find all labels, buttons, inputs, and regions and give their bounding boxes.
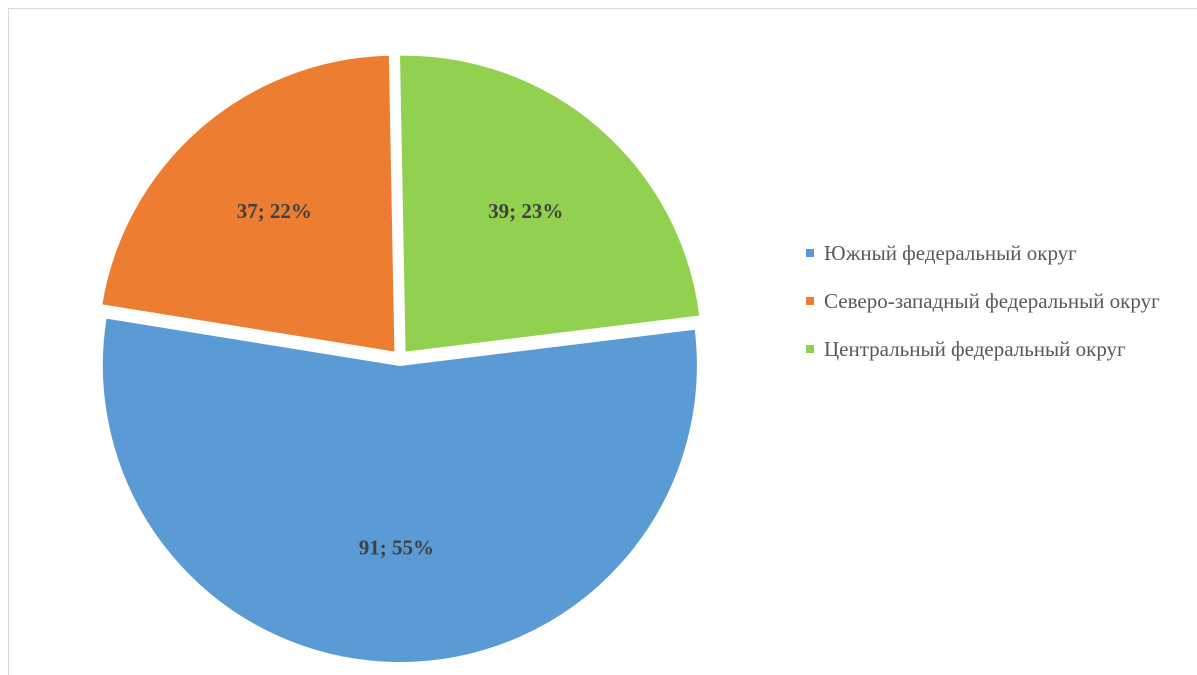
legend: Южный федеральный округ Северо-западный ф… bbox=[806, 240, 1166, 384]
legend-swatch bbox=[806, 249, 814, 257]
pie-slice bbox=[397, 53, 702, 354]
chart-frame bbox=[8, 8, 1197, 675]
data-label: 39; 23% bbox=[488, 199, 563, 223]
legend-item: Северо-западный федеральный округ bbox=[806, 288, 1166, 314]
data-label: 91; 55% bbox=[359, 536, 434, 560]
legend-label: Северо-западный федеральный округ bbox=[824, 289, 1160, 313]
legend-swatch bbox=[806, 297, 814, 305]
legend-label: Центральный федеральный округ bbox=[824, 337, 1126, 361]
data-label: 37; 22% bbox=[237, 199, 312, 223]
pie-slice bbox=[100, 53, 397, 354]
legend-item: Южный федеральный округ bbox=[806, 240, 1166, 266]
pie-slice bbox=[100, 316, 699, 664]
legend-label: Южный федеральный округ bbox=[824, 241, 1077, 265]
legend-swatch bbox=[806, 345, 814, 353]
legend-item: Центральный федеральный округ bbox=[806, 336, 1166, 362]
